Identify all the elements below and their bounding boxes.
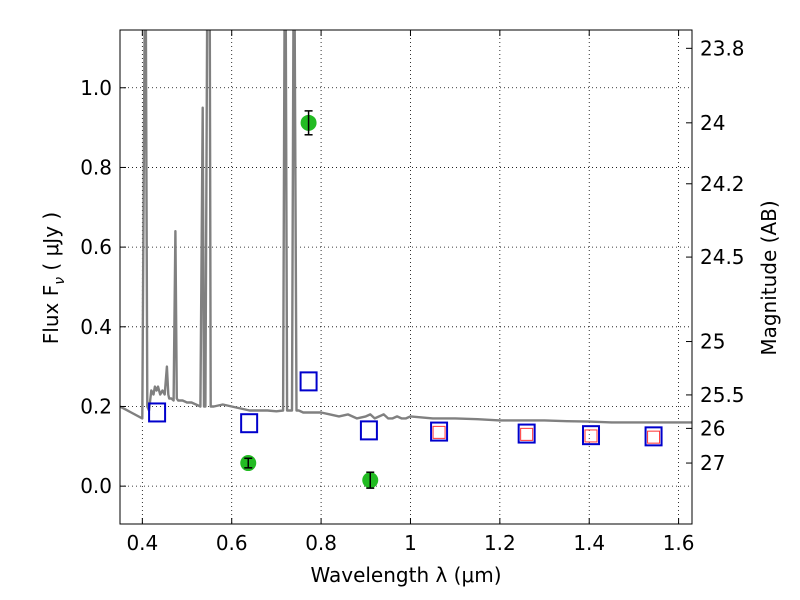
y-tick-label: 1.0 bbox=[80, 76, 112, 100]
x-tick-label: 1.6 bbox=[663, 531, 695, 555]
y-axis-title-unit: ( μJy ) bbox=[39, 212, 63, 277]
model-flux-square bbox=[430, 421, 449, 442]
y-axis-title-subscript: ν bbox=[52, 277, 68, 285]
plot-area bbox=[120, 30, 692, 489]
model-flux-square bbox=[148, 402, 167, 423]
model-flux-inner-square bbox=[432, 425, 446, 439]
y-axis-title: Flux Fν ( μJy ) bbox=[39, 212, 68, 344]
y2-tick-label: 23.8 bbox=[700, 36, 745, 60]
y2-tick-label: 24.5 bbox=[700, 245, 745, 269]
grid bbox=[120, 30, 692, 524]
model-flux-square bbox=[240, 413, 259, 434]
y2-tick-label: 24 bbox=[700, 111, 725, 135]
plot-frame bbox=[119, 29, 693, 525]
x-tick-label: 1.4 bbox=[573, 531, 605, 555]
y2-tick-label: 27 bbox=[700, 451, 725, 475]
sed-spectrum-line bbox=[120, 30, 692, 424]
y-tick-label: 0.0 bbox=[80, 474, 112, 498]
x-tick-label: 0.8 bbox=[305, 531, 337, 555]
x-tick-label: 0.6 bbox=[216, 531, 248, 555]
axis-ticks: 0.4 0.6 0.8 1 1.2 1.4 1.6 0.0 0.2 0.4 0.6 0.8 1.0 23.… bbox=[80, 30, 745, 555]
model-flux-square bbox=[359, 420, 378, 441]
model-flux-inner-square bbox=[520, 427, 534, 441]
y2-tick-label: 24.2 bbox=[700, 172, 745, 196]
y-tick-label: 0.4 bbox=[80, 315, 112, 339]
model-flux-inner-square bbox=[584, 429, 598, 443]
y2-tick-label: 26 bbox=[700, 416, 725, 440]
y-tick-label: 0.8 bbox=[80, 155, 112, 179]
model-flux-square bbox=[299, 371, 318, 392]
y2-tick-label: 25.5 bbox=[700, 383, 745, 407]
model-flux-square bbox=[582, 425, 601, 446]
x-tick-label: 1 bbox=[404, 531, 417, 555]
y-tick-label: 0.6 bbox=[80, 235, 112, 259]
x-tick-label: 1.2 bbox=[484, 531, 516, 555]
x-axis-title: Wavelength λ (μm) bbox=[310, 563, 501, 587]
model-flux-square bbox=[644, 426, 663, 447]
y-tick-label: 0.2 bbox=[80, 394, 112, 418]
model-flux-inner-square bbox=[647, 430, 661, 444]
y2-tick-label: 25 bbox=[700, 330, 725, 354]
y-axis-title-main: Flux F bbox=[39, 285, 63, 344]
y2-axis-title: Magnitude (AB) bbox=[757, 200, 781, 355]
model-flux-square bbox=[517, 423, 536, 444]
x-tick-label: 0.4 bbox=[126, 531, 158, 555]
